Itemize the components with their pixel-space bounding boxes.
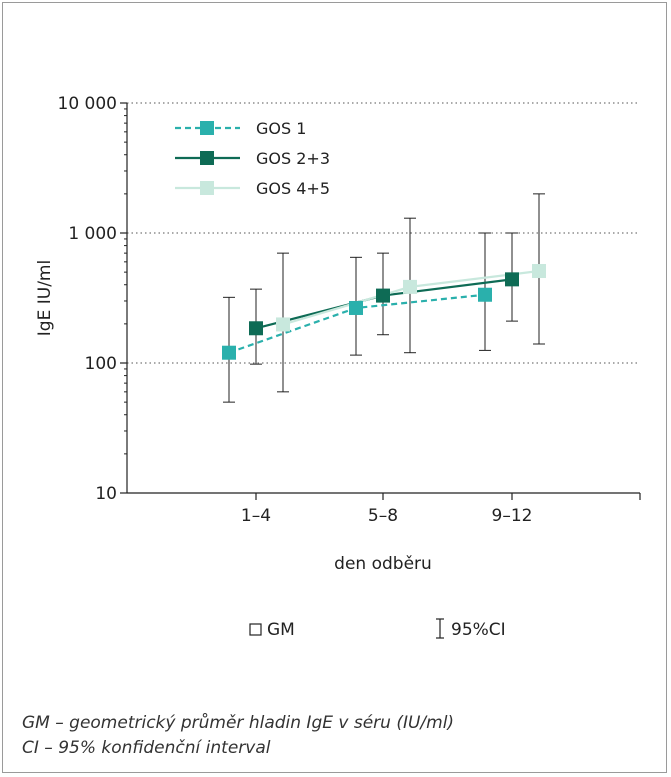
y-ticks: 10 000 1 000 100 10 xyxy=(58,94,127,504)
series-lines xyxy=(228,269,540,354)
ci-key: 95%CI xyxy=(436,618,506,640)
gm-key: GM xyxy=(249,620,295,640)
series-marker xyxy=(376,288,390,303)
series-marker xyxy=(222,345,236,360)
legend: GOS 1 GOS 2+3 GOS 4+5 xyxy=(175,119,330,198)
ci-key-label: 95%CI xyxy=(451,620,506,640)
series-marker xyxy=(505,272,519,287)
y-tick-label: 1 000 xyxy=(68,224,117,244)
x-tick-label: 1–4 xyxy=(241,506,271,526)
y-tick-label: 10 xyxy=(95,484,117,504)
x-tick-label: 9–12 xyxy=(492,506,533,526)
y-tick-label: 100 xyxy=(85,354,117,374)
gridlines xyxy=(127,102,640,364)
x-axis-title: den odběru xyxy=(334,554,432,574)
legend-label: GOS 4+5 xyxy=(256,179,330,198)
legend-label: GOS 1 xyxy=(256,119,306,138)
series-marker xyxy=(403,279,417,294)
series-marker xyxy=(349,300,363,315)
series-markers xyxy=(222,264,546,360)
legend-marker xyxy=(200,151,214,165)
series-line xyxy=(282,269,540,326)
y-axis-title: IgE IU/ml xyxy=(35,260,55,336)
legend-marker xyxy=(200,121,214,135)
x-ticks: 1–4 5–8 9–12 xyxy=(241,493,641,526)
series-marker xyxy=(532,264,546,279)
legend-label: GOS 2+3 xyxy=(256,149,330,168)
gm-key-label: GM xyxy=(267,620,295,640)
legend-marker xyxy=(200,181,214,195)
y-tick-label: 10 000 xyxy=(58,94,117,114)
series-marker xyxy=(276,317,290,332)
footnote-ci: CI – 95% konfidenční interval xyxy=(22,738,271,758)
open-square-icon xyxy=(249,623,262,636)
footnote-gm: GM – geometrický průměr hladin IgE v sér… xyxy=(22,713,455,733)
x-tick-label: 5–8 xyxy=(368,506,398,526)
series-marker xyxy=(249,321,263,336)
series-marker xyxy=(478,287,492,302)
